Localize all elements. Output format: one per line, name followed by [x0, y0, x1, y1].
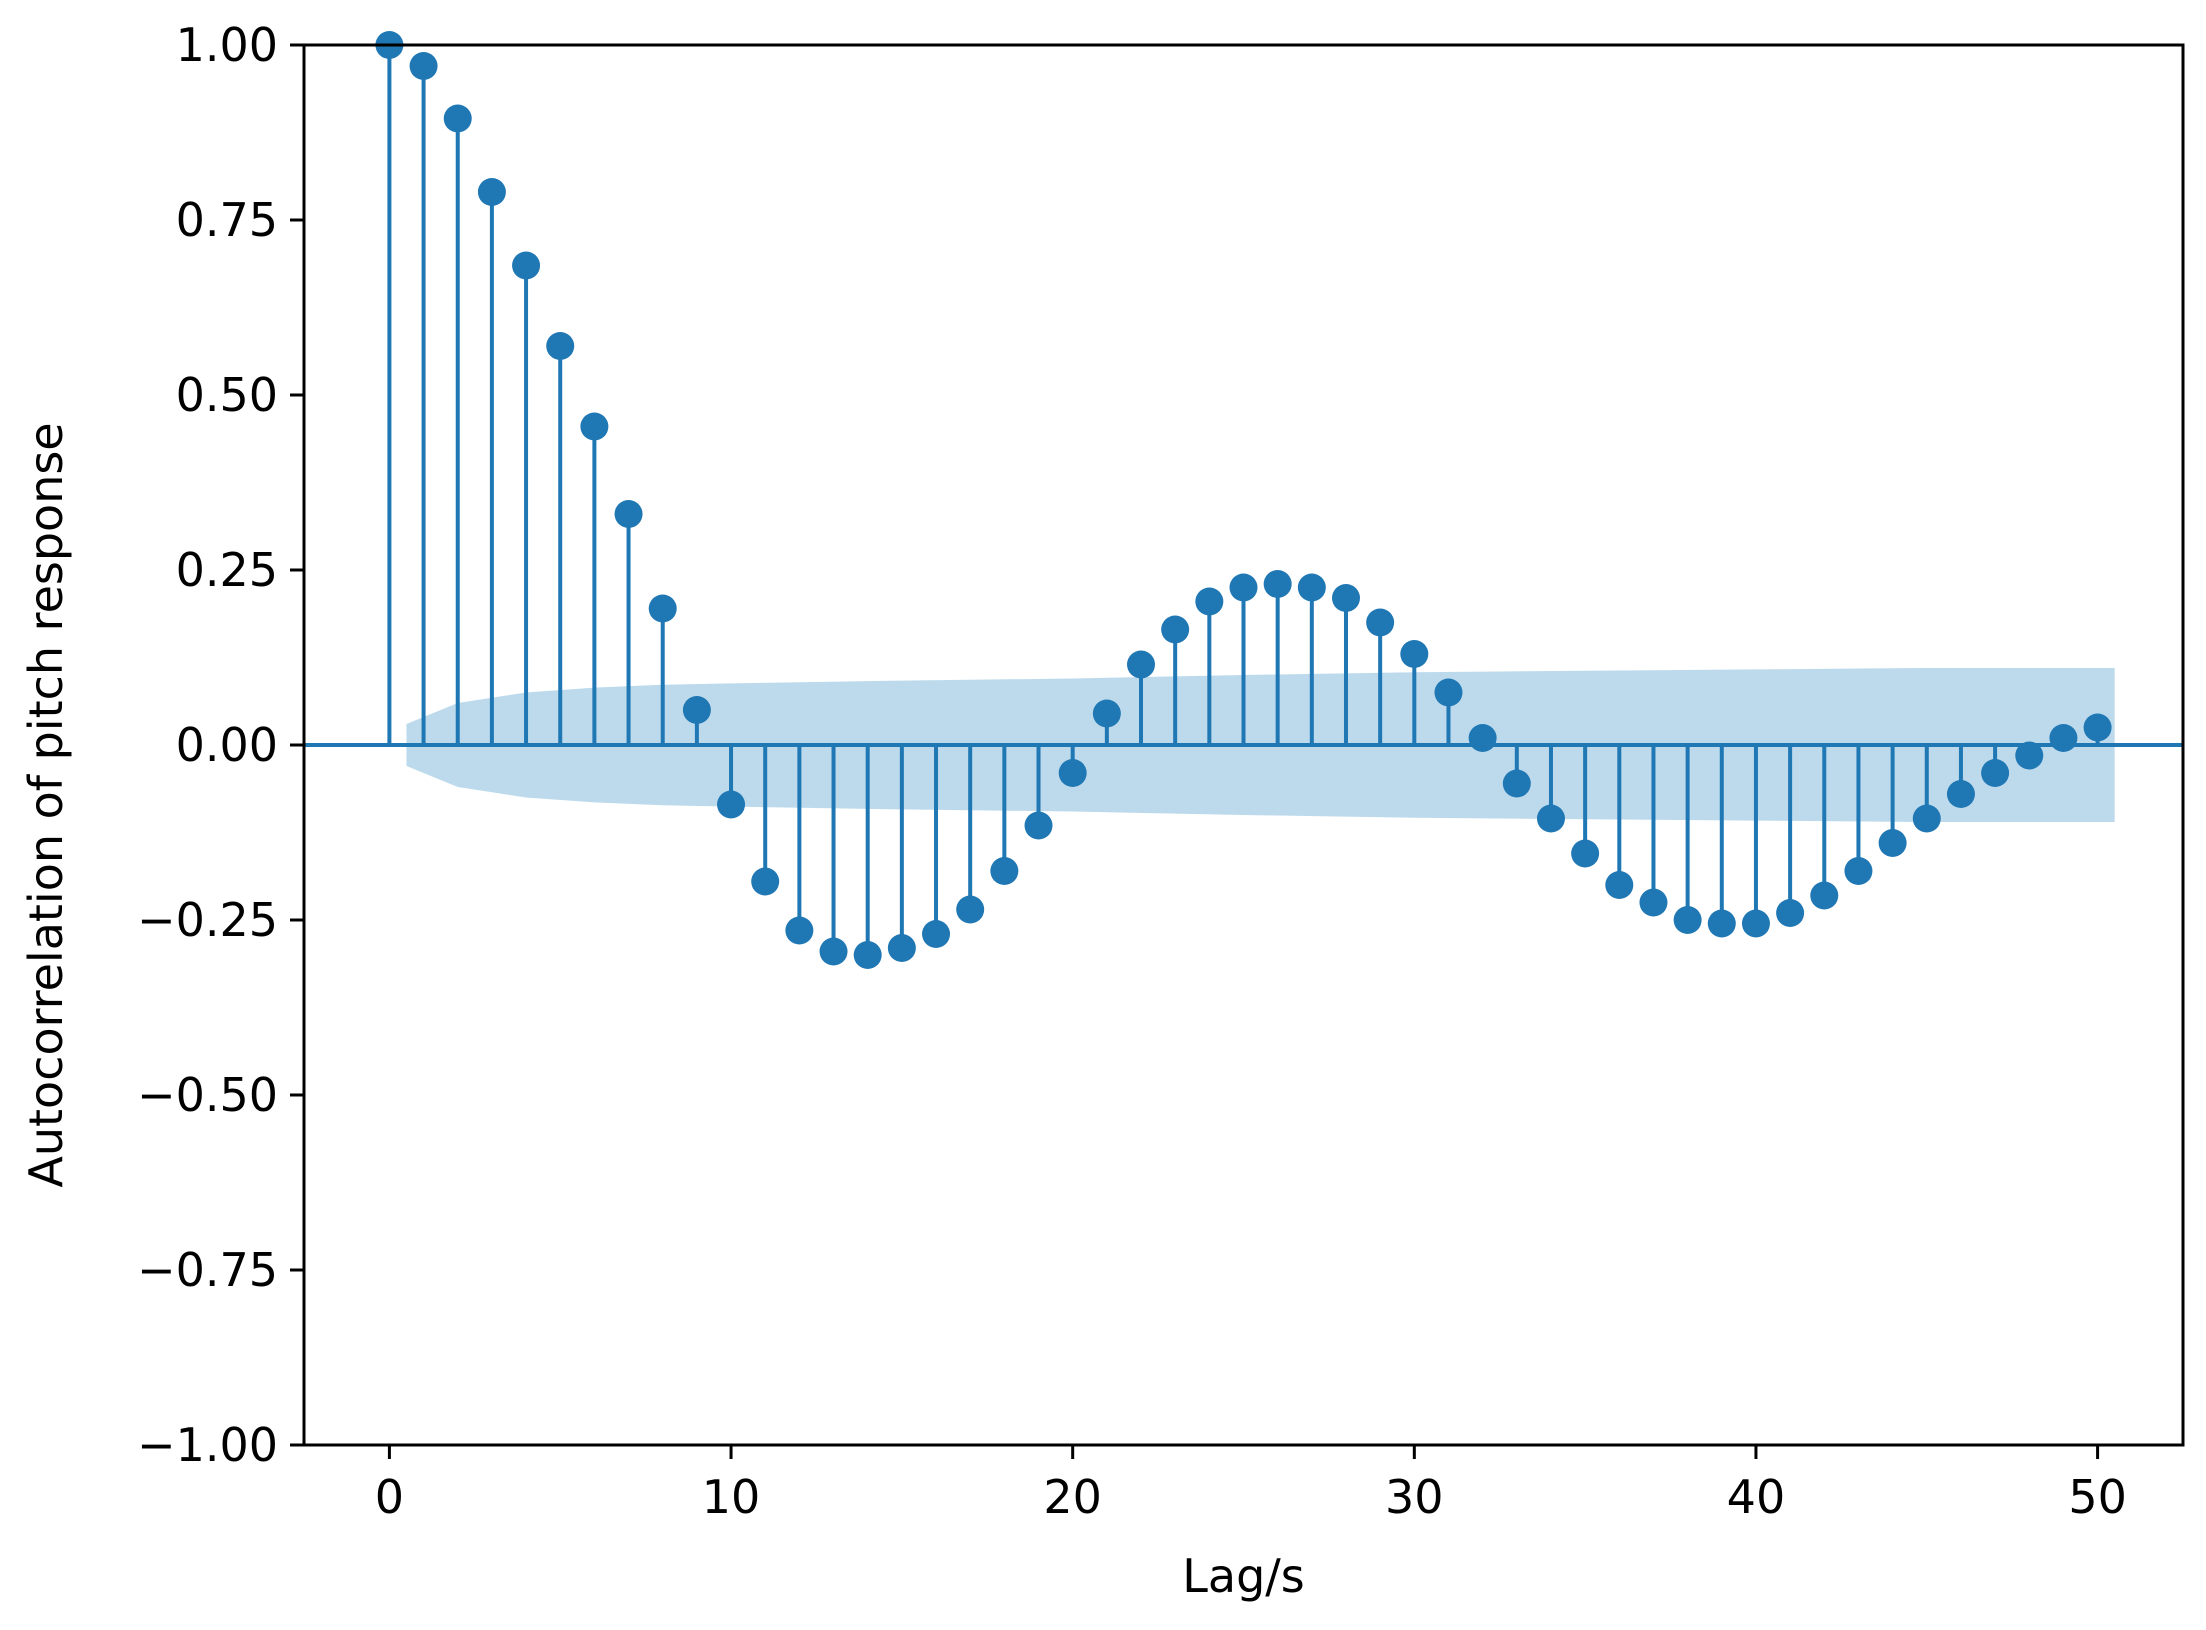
- data-point: [2083, 713, 2112, 742]
- data-point: [1331, 584, 1360, 612]
- x-tick-label: 50: [2068, 1470, 2127, 1524]
- data-point: [443, 104, 472, 133]
- data-point: [1468, 724, 1497, 752]
- data-point: [1946, 780, 1975, 808]
- data-point: [1878, 829, 1907, 857]
- y-axis-ticks: 1.00 0.75 0.50 0.25 0.00 −0.25 −0.50 −0.75 −1.00: [137, 18, 304, 1472]
- data-point: [2015, 741, 2044, 770]
- data-point: [580, 412, 609, 441]
- data-point: [614, 500, 643, 528]
- data-point: [1707, 909, 1736, 938]
- data-point: [819, 937, 848, 966]
- data-point: [1741, 909, 1770, 938]
- y-axis-label: Autocorrelation of pitch response: [19, 422, 73, 1187]
- data-point: [1434, 678, 1463, 707]
- x-tick-label: 40: [1727, 1470, 1786, 1524]
- data-point: [1366, 608, 1395, 637]
- data-point: [922, 920, 951, 948]
- y-tick-label: 0.00: [176, 718, 278, 772]
- y-tick-label: 0.75: [176, 193, 278, 247]
- data-point: [1981, 759, 2010, 787]
- data-point: [1502, 769, 1531, 798]
- data-point: [409, 52, 438, 80]
- y-tick-label: −0.50: [137, 1068, 278, 1122]
- y-tick-label: −0.75: [137, 1243, 278, 1297]
- data-point: [853, 941, 882, 969]
- data-point: [512, 251, 541, 280]
- data-point: [1844, 857, 1873, 885]
- data-point: [1058, 759, 1087, 787]
- data-point: [1912, 804, 1941, 833]
- x-tick-label: 30: [1385, 1470, 1444, 1524]
- data-point: [546, 332, 575, 360]
- data-point: [785, 916, 814, 945]
- data-point: [1776, 899, 1805, 927]
- y-tick-label: 0.50: [176, 368, 278, 422]
- x-tick-label: 0: [375, 1470, 404, 1524]
- data-point: [1263, 570, 1292, 598]
- x-tick-label: 10: [702, 1470, 761, 1524]
- data-point: [717, 790, 746, 819]
- data-point: [1161, 615, 1190, 644]
- data-point: [1605, 871, 1634, 899]
- data-point: [956, 895, 985, 924]
- data-point: [1092, 699, 1121, 728]
- data-point: [477, 178, 506, 206]
- y-tick-label: −0.25: [137, 893, 278, 947]
- data-point: [1536, 804, 1565, 833]
- x-tick-label: 20: [1043, 1470, 1102, 1524]
- data-point: [1024, 811, 1053, 840]
- data-point: [990, 857, 1019, 885]
- data-point: [1673, 906, 1702, 934]
- markers-layer: [375, 31, 2112, 969]
- data-point: [2049, 724, 2078, 752]
- data-point: [682, 696, 711, 724]
- data-point: [1810, 881, 1839, 910]
- data-point: [751, 867, 780, 896]
- y-tick-label: 0.25: [176, 543, 278, 597]
- data-point: [887, 934, 916, 962]
- data-point: [1400, 640, 1429, 668]
- data-point: [1571, 839, 1600, 868]
- y-tick-label: 1.00: [176, 18, 278, 72]
- data-point: [1639, 888, 1668, 917]
- data-point: [1297, 573, 1326, 602]
- x-axis-ticks: 0 10 20 30 40 50: [375, 1445, 2127, 1524]
- y-tick-label: −1.00: [137, 1418, 278, 1472]
- x-axis-label: Lag/s: [1182, 1549, 1304, 1603]
- data-point: [1195, 587, 1224, 616]
- data-point: [648, 594, 677, 623]
- data-point: [1229, 573, 1258, 602]
- data-point: [1127, 650, 1156, 679]
